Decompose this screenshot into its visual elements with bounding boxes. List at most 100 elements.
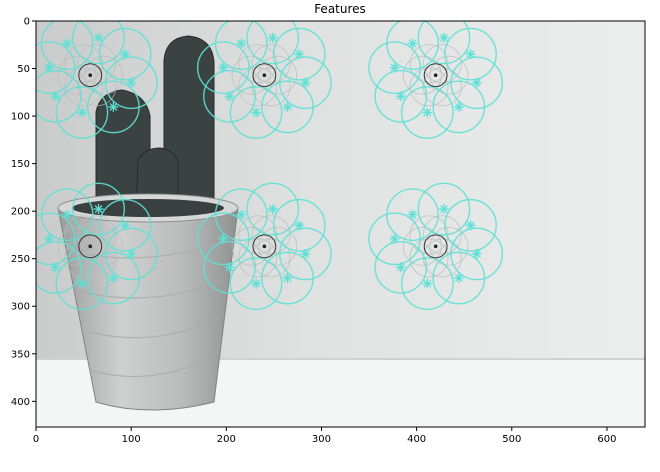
feature-keypoint-star bbox=[218, 233, 229, 244]
feature-keypoint-star bbox=[76, 278, 87, 289]
feature-center-ring bbox=[78, 234, 103, 259]
feature-inner-ring bbox=[409, 67, 449, 107]
y-tick-label: 300 bbox=[11, 302, 30, 313]
feature-inner-ring bbox=[238, 67, 278, 107]
y-tick-label: 350 bbox=[11, 349, 30, 360]
feature-keypoint-circle bbox=[40, 21, 94, 70]
feature-keypoint-star bbox=[44, 233, 55, 244]
feature-keypoint-circle bbox=[40, 188, 94, 242]
y-tick-label: 200 bbox=[11, 207, 30, 218]
feature-keypoint-star bbox=[453, 101, 464, 112]
feature-inner-ring bbox=[64, 238, 104, 278]
x-tick-label: 600 bbox=[597, 434, 616, 445]
feature-keypoint-star bbox=[438, 32, 449, 43]
y-tick-label: 150 bbox=[11, 159, 30, 170]
feature-keypoint-star bbox=[300, 77, 311, 88]
feature-keypoint-star bbox=[126, 77, 137, 88]
feature-inner-ring bbox=[251, 215, 291, 255]
feature-keypoint-star bbox=[50, 91, 61, 102]
feature-keypoint-circle bbox=[374, 240, 428, 294]
feature-cluster bbox=[36, 182, 158, 311]
feature-keypoint-star bbox=[120, 220, 131, 231]
y-tick-label: 100 bbox=[11, 112, 30, 123]
feature-keypoint-star bbox=[267, 32, 278, 43]
feature-keypoint-star bbox=[76, 107, 87, 118]
feature-keypoint-circle bbox=[374, 69, 428, 123]
y-tick-label: 250 bbox=[11, 254, 30, 265]
feature-keypoint-star bbox=[251, 278, 262, 289]
feature-center-dot bbox=[262, 244, 267, 249]
x-tick-label: 500 bbox=[502, 434, 521, 445]
feature-cluster bbox=[196, 182, 332, 311]
feature-center-dot bbox=[88, 244, 93, 249]
feature-keypoint-star bbox=[422, 107, 433, 118]
y-tick-label: 0 bbox=[24, 17, 30, 28]
feature-keypoint-circle bbox=[432, 251, 486, 305]
feature-cluster bbox=[368, 182, 504, 311]
y-axis-ticks: 0 50 100 150 200 250 300 350 400 bbox=[11, 17, 36, 408]
feature-keypoint-star bbox=[108, 273, 119, 284]
feature-keypoint-circle bbox=[246, 21, 300, 65]
feature-keypoint-circle bbox=[36, 69, 82, 123]
pot-soil bbox=[72, 199, 224, 217]
feature-center-ring bbox=[78, 63, 103, 88]
image-area bbox=[36, 21, 645, 427]
feature-keypoint-circle bbox=[229, 86, 283, 139]
feature-keypoint-circle bbox=[72, 182, 125, 236]
feature-keypoint-circle bbox=[98, 198, 152, 252]
feature-keypoint-circle bbox=[400, 86, 454, 139]
feature-keypoint-star bbox=[471, 248, 482, 259]
feature-keypoint-star bbox=[395, 262, 406, 273]
feature-keypoint-star bbox=[471, 77, 482, 88]
feature-inner-ring bbox=[258, 55, 298, 95]
feature-inner-ring bbox=[57, 226, 97, 266]
feature-keypoint-circle bbox=[55, 257, 109, 311]
feature-keypoint-star bbox=[224, 91, 235, 102]
feature-overlay bbox=[36, 21, 504, 311]
feature-inner-ring bbox=[231, 55, 271, 95]
feature-center-ring bbox=[252, 234, 277, 259]
feature-keypoint-star bbox=[120, 49, 131, 60]
feature-keypoint-circle bbox=[36, 240, 82, 294]
feature-center-dot bbox=[433, 244, 438, 249]
feature-keypoint-star bbox=[282, 273, 293, 284]
feature-keypoint-circle bbox=[386, 188, 439, 242]
feature-keypoint-circle bbox=[272, 27, 326, 81]
feature-keypoint-circle bbox=[444, 198, 497, 252]
feature-keypoint-star bbox=[453, 273, 464, 284]
feature-keypoint-circle bbox=[203, 69, 256, 123]
feature-cluster bbox=[368, 21, 504, 139]
feature-inner-ring bbox=[57, 55, 97, 95]
feature-keypoint-circle bbox=[214, 21, 268, 70]
feature-inner-ring bbox=[84, 55, 124, 95]
feature-inner-ring bbox=[429, 226, 469, 266]
y-tick-label: 400 bbox=[11, 397, 30, 408]
feature-keypoint-star bbox=[294, 220, 305, 231]
feature-keypoint-star bbox=[62, 38, 73, 49]
feature-center-dot bbox=[262, 73, 267, 77]
axes-frame bbox=[35, 20, 646, 428]
feature-keypoint-star bbox=[407, 38, 418, 49]
feature-keypoint-circle bbox=[444, 27, 497, 81]
feature-keypoint-circle bbox=[203, 240, 256, 294]
feature-keypoint-star bbox=[93, 32, 104, 43]
x-tick-label: 300 bbox=[312, 434, 331, 445]
x-axis-ticks: 0 100 200 300 400 500 600 bbox=[33, 427, 616, 445]
cactus-left-stem bbox=[95, 89, 151, 216]
figure-title: Features bbox=[314, 2, 366, 16]
feature-inner-ring bbox=[402, 55, 442, 95]
feature-keypoint-star bbox=[465, 220, 476, 231]
feature-keypoint-star bbox=[50, 262, 61, 273]
feature-cluster bbox=[36, 21, 158, 139]
feature-keypoint-star bbox=[389, 233, 400, 244]
feature-inner-ring bbox=[422, 44, 462, 84]
feature-keypoint-star bbox=[224, 262, 235, 273]
feature-keypoint-circle bbox=[86, 251, 140, 305]
feature-center-dot bbox=[433, 73, 438, 77]
feature-keypoint-circle bbox=[246, 182, 300, 236]
feature-keypoint-circle bbox=[261, 80, 314, 134]
feature-keypoint-star bbox=[282, 101, 293, 112]
feature-keypoint-star bbox=[422, 278, 433, 289]
feature-keypoint-star bbox=[108, 101, 119, 112]
